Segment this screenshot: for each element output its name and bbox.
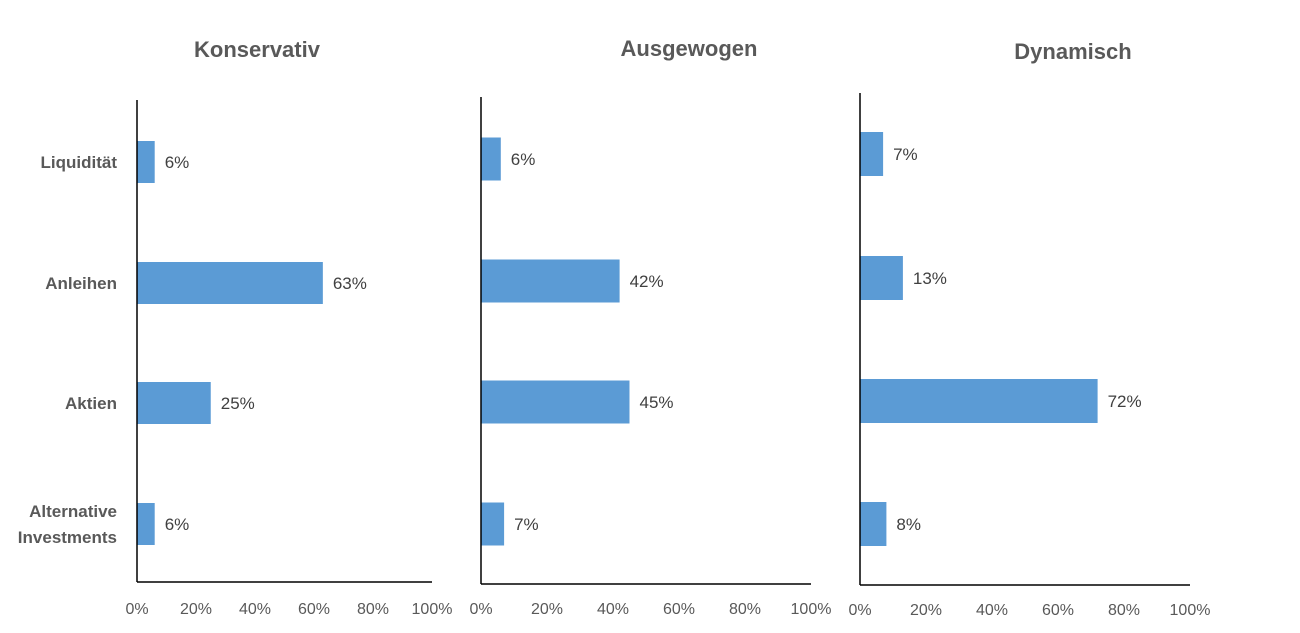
data-label: 13% <box>913 269 947 288</box>
data-label: 6% <box>165 515 190 534</box>
chart-title: Dynamisch <box>1014 39 1131 64</box>
bar-4 <box>137 503 155 545</box>
bar-2 <box>137 262 323 304</box>
category-label: Alternative <box>29 502 117 521</box>
data-label: 6% <box>165 153 190 172</box>
x-tick-label: 40% <box>976 602 1008 619</box>
x-tick-label: 20% <box>180 601 212 618</box>
x-tick-label: 60% <box>1042 602 1074 619</box>
bar-4 <box>860 502 887 546</box>
bar-3 <box>137 382 211 424</box>
bar-3 <box>860 379 1098 423</box>
bar-2 <box>481 259 620 303</box>
category-label: Investments <box>18 528 117 547</box>
x-tick-label: 40% <box>597 601 629 618</box>
data-label: 7% <box>514 515 539 534</box>
x-tick-label: 0% <box>125 601 148 618</box>
bar-3 <box>481 380 630 424</box>
chart-title: Konservativ <box>194 37 321 62</box>
bar-2 <box>860 256 903 300</box>
data-label: 72% <box>1108 392 1142 411</box>
x-tick-label: 100% <box>1170 602 1211 619</box>
bar-1 <box>481 137 501 181</box>
data-label: 42% <box>630 272 664 291</box>
category-label: Liquidität <box>41 153 118 172</box>
x-tick-label: 0% <box>469 601 492 618</box>
data-label: 8% <box>896 515 921 534</box>
data-label: 25% <box>221 394 255 413</box>
x-tick-label: 80% <box>357 601 389 618</box>
data-label: 6% <box>511 150 536 169</box>
x-tick-label: 100% <box>412 601 453 618</box>
chart-title: Ausgewogen <box>621 36 758 61</box>
x-tick-label: 40% <box>239 601 271 618</box>
x-tick-label: 80% <box>1108 602 1140 619</box>
category-label: Anleihen <box>45 274 117 293</box>
x-tick-label: 60% <box>663 601 695 618</box>
data-label: 7% <box>893 145 918 164</box>
bar-1 <box>137 141 155 183</box>
x-tick-label: 0% <box>848 602 871 619</box>
bar-1 <box>860 132 884 176</box>
bar-4 <box>481 502 505 546</box>
data-label: 63% <box>333 274 367 293</box>
x-tick-label: 20% <box>910 602 942 619</box>
x-tick-label: 60% <box>298 601 330 618</box>
data-label: 45% <box>640 393 674 412</box>
x-tick-label: 80% <box>729 601 761 618</box>
x-tick-label: 20% <box>531 601 563 618</box>
x-tick-label: 100% <box>791 601 832 618</box>
category-label: Aktien <box>65 394 117 413</box>
